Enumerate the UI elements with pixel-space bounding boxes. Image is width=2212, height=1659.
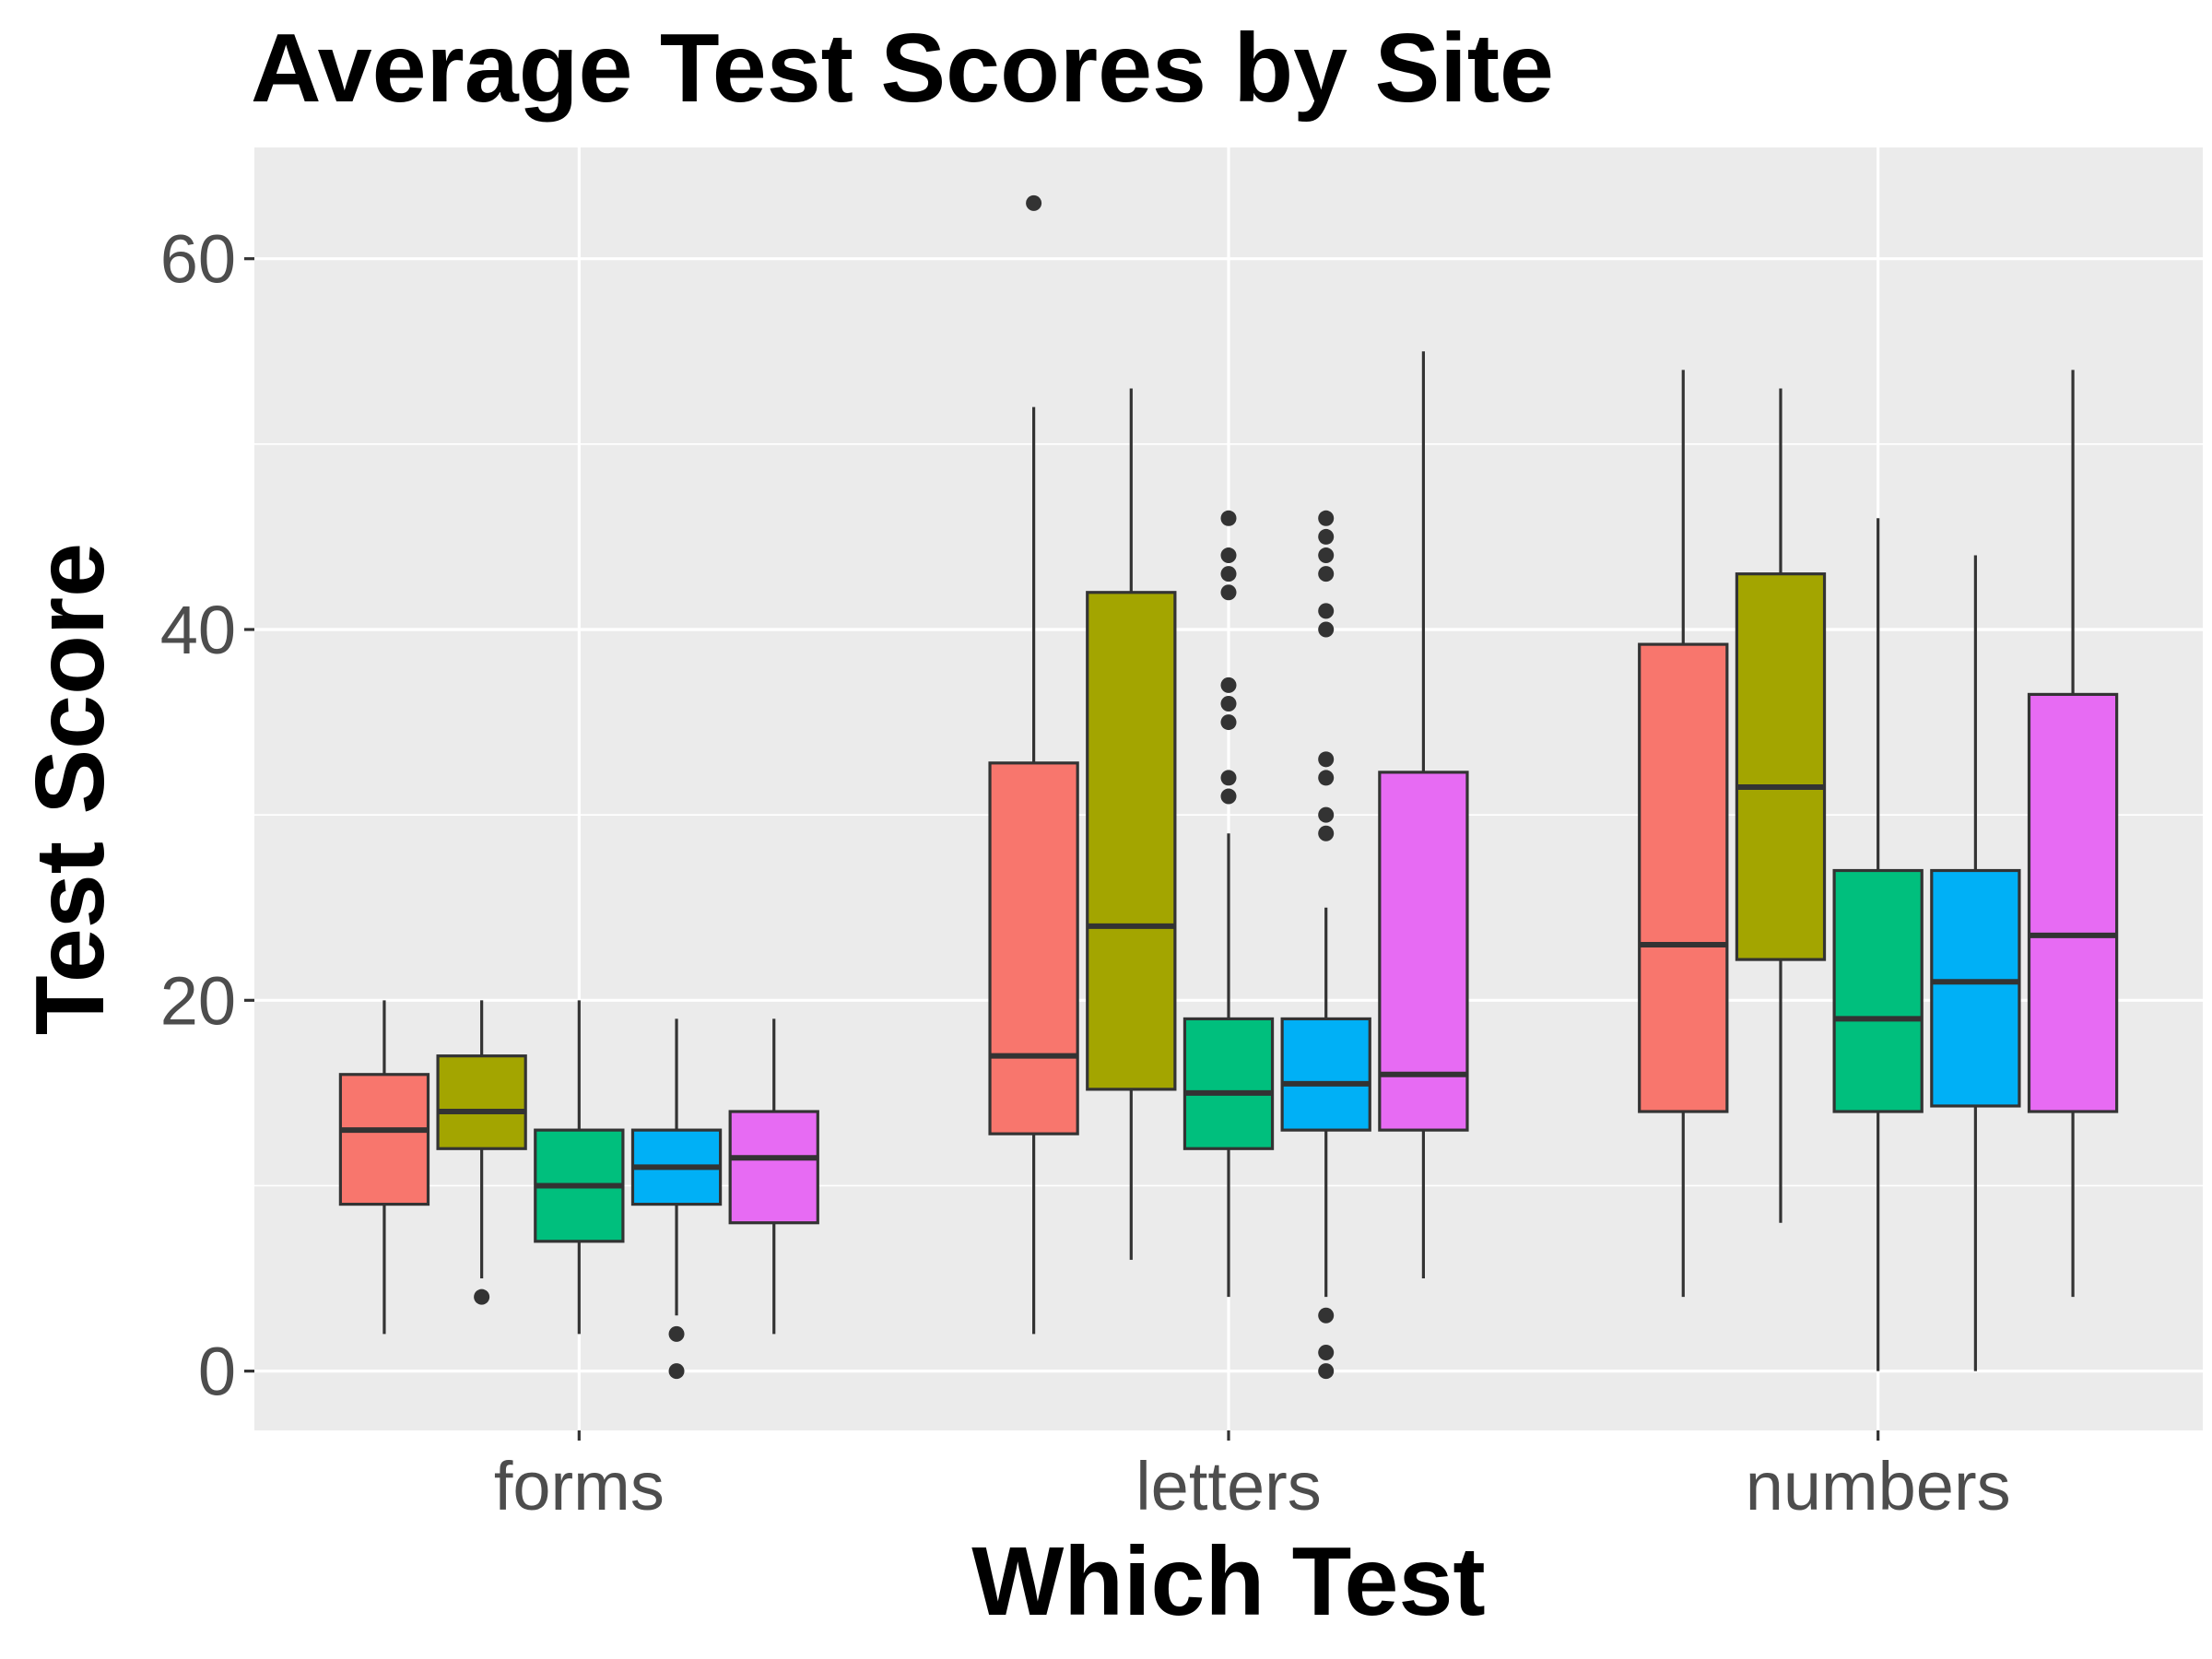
outlier-point: [1318, 806, 1335, 823]
box-iqr: [1735, 572, 1827, 961]
outlier-point: [1318, 1345, 1335, 1361]
box-numbers-1: [1638, 370, 1729, 1298]
box-iqr: [1182, 1017, 1275, 1150]
outlier-point: [1220, 547, 1237, 564]
axes: 0 20 40 60 forms letters numbers: [160, 221, 2011, 1524]
box-iqr: [2027, 692, 2119, 1113]
outlier-point: [668, 1363, 685, 1380]
outlier-point: [1318, 547, 1335, 564]
box-numbers-3: [1832, 518, 1924, 1371]
y-tick-label: 0: [198, 1334, 236, 1410]
box-letters-3: [1182, 510, 1275, 1298]
x-tick-label: numbers: [1746, 1448, 2011, 1524]
outlier-point: [1318, 510, 1335, 526]
box-numbers-4: [1930, 555, 2021, 1371]
outlier-point: [1220, 714, 1237, 731]
outlier-point: [1220, 677, 1237, 693]
box-letters-2: [1086, 388, 1177, 1260]
outlier-point: [1318, 751, 1335, 768]
box-forms-1: [338, 1000, 430, 1335]
outlier-point: [1220, 584, 1237, 601]
outlier-point: [1220, 770, 1237, 786]
x-tick-label: letters: [1135, 1448, 1322, 1524]
outlier-point: [1318, 1363, 1335, 1380]
outlier-point: [668, 1325, 685, 1342]
box-forms-3: [534, 1000, 625, 1335]
box-forms-2: [436, 1000, 527, 1305]
box-iqr: [436, 1054, 527, 1150]
outlier-point: [1318, 1307, 1335, 1324]
box-numbers-2: [1735, 388, 1827, 1223]
y-tick-label: 40: [160, 592, 236, 668]
outlier-point: [1220, 510, 1237, 526]
box-iqr: [1638, 642, 1729, 1113]
box-iqr: [1930, 868, 2021, 1108]
outlier-point: [1220, 788, 1237, 805]
box-iqr: [1086, 591, 1177, 1091]
box-iqr: [728, 1110, 819, 1225]
box-letters-5: [1378, 351, 1469, 1279]
chart-title: Average Test Scores by Site: [251, 14, 1554, 123]
y-tick-label: 60: [160, 221, 236, 298]
box-iqr: [1832, 868, 1924, 1113]
outlier-point: [1220, 566, 1237, 582]
box-series: [338, 194, 2119, 1380]
box-letters-4: [1280, 510, 1371, 1380]
box-forms-4: [630, 1018, 723, 1380]
box-iqr: [1378, 771, 1469, 1132]
box-numbers-5: [2027, 370, 2119, 1298]
outlier-point: [1318, 621, 1335, 638]
box-letters-1: [988, 194, 1079, 1335]
outlier-point: [474, 1288, 490, 1305]
box-iqr: [988, 761, 1079, 1135]
y-axis-title: Test Score: [16, 543, 124, 1035]
box-forms-5: [728, 1018, 819, 1335]
outlier-point: [1318, 566, 1335, 582]
outlier-point: [1220, 695, 1237, 712]
y-tick-label: 20: [160, 962, 236, 1039]
outlier-point: [1318, 770, 1335, 786]
x-axis-title: Which Test: [971, 1527, 1485, 1636]
box-iqr: [1280, 1017, 1371, 1132]
outlier-point: [1026, 194, 1042, 211]
outlier-point: [1318, 825, 1335, 841]
outlier-point: [1318, 528, 1335, 545]
box-iqr: [338, 1073, 430, 1206]
outlier-point: [1318, 603, 1335, 619]
x-tick-label: forms: [494, 1448, 665, 1524]
